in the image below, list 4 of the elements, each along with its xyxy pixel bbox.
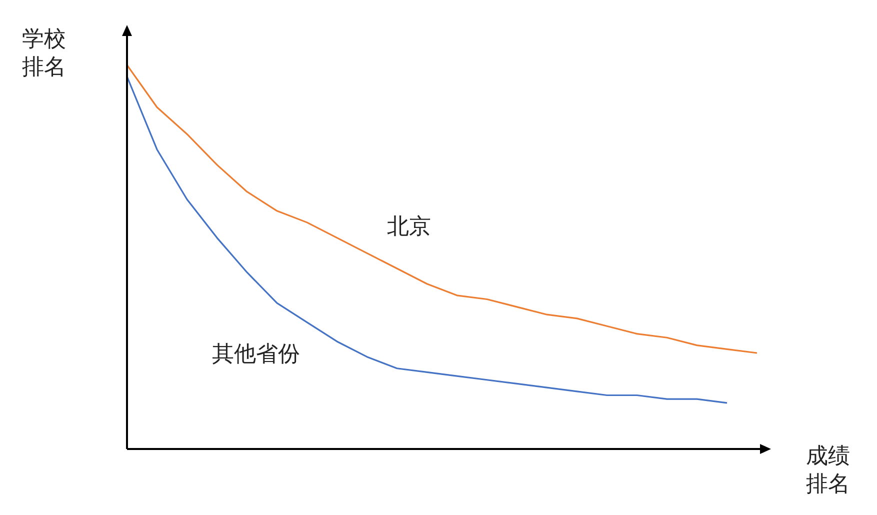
x-axis-title: 成绩排名 — [806, 443, 851, 499]
series-label: 其他省份 — [212, 342, 300, 368]
series-label: 北京 — [387, 214, 431, 240]
y-axis-title: 学校排名 — [22, 26, 67, 82]
